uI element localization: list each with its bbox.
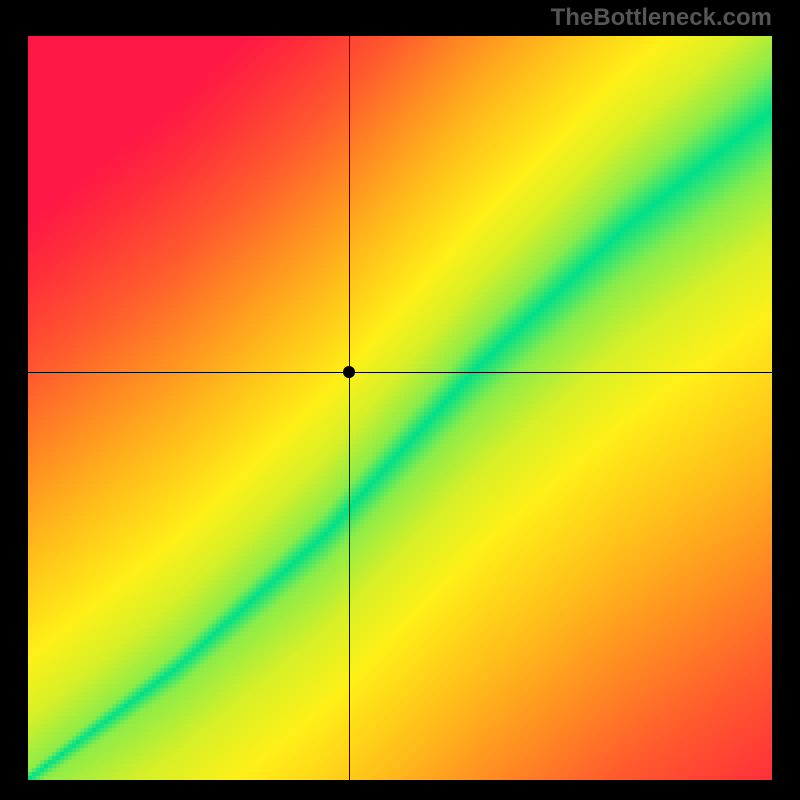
plot-area [28,36,772,780]
root: TheBottleneck.com [0,0,800,800]
crosshair-marker [343,366,355,378]
crosshair-vertical [349,36,351,780]
watermark-text: TheBottleneck.com [551,4,772,32]
crosshair-horizontal [28,372,772,374]
heatmap-canvas [28,36,772,780]
